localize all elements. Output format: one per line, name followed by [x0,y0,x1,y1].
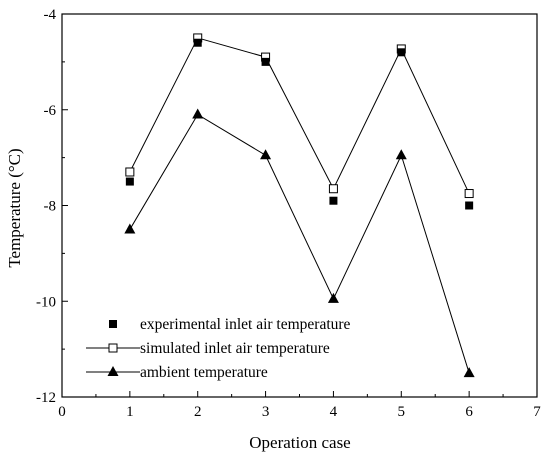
legend-label: simulated inlet air temperature [140,340,330,357]
data-point [465,201,474,210]
series-2 [124,108,475,378]
x-tick-label: 2 [194,404,202,420]
x-axis-title: Operation case [249,433,350,452]
data-point [125,177,134,186]
x-axis: 0 1 2 3 4 5 6 7 [58,391,541,420]
data-point [329,196,338,205]
x-tick-label: 3 [262,404,270,420]
legend: experimental inlet air temperature simula… [86,316,351,381]
series-line [129,37,470,194]
legend-item: ambient temperature [86,364,268,381]
data-point [192,108,204,119]
series-0 [125,38,474,210]
series-1 [125,33,474,199]
data-point [261,57,270,66]
data-point [327,292,339,303]
data-point [125,167,135,177]
x-tick-label: 4 [330,404,338,420]
data-point [464,189,474,199]
y-tick-label: -12 [36,390,56,406]
legend-item: simulated inlet air temperature [86,340,330,357]
legend-marker [107,366,119,376]
legend-item: experimental inlet air temperature [109,316,351,333]
y-axis-title: Temperature (°C) [5,148,24,267]
y-tick-label: -8 [44,199,57,215]
legend-marker [109,320,117,328]
data-point [193,38,202,47]
x-tick-label: 0 [58,404,66,420]
data-point [328,184,338,194]
legend-label: experimental inlet air temperature [140,316,351,333]
data-point [395,149,407,160]
data-point [397,48,406,57]
data-point [463,367,475,378]
y-axis: -12 -10 -8 -6 -4 [36,7,68,406]
y-tick-label: -10 [36,294,56,310]
legend-label: ambient temperature [140,364,268,381]
legend-marker [108,343,118,353]
series-line [129,113,470,374]
series-group [124,33,475,378]
y-tick-label: -4 [44,7,57,23]
x-tick-label: 7 [533,404,541,420]
data-point [124,223,136,234]
data-point [260,149,272,160]
x-tick-label: 5 [398,404,406,420]
x-tick-label: 1 [126,404,134,420]
y-tick-label: -6 [44,103,57,119]
x-tick-label: 6 [465,404,473,420]
